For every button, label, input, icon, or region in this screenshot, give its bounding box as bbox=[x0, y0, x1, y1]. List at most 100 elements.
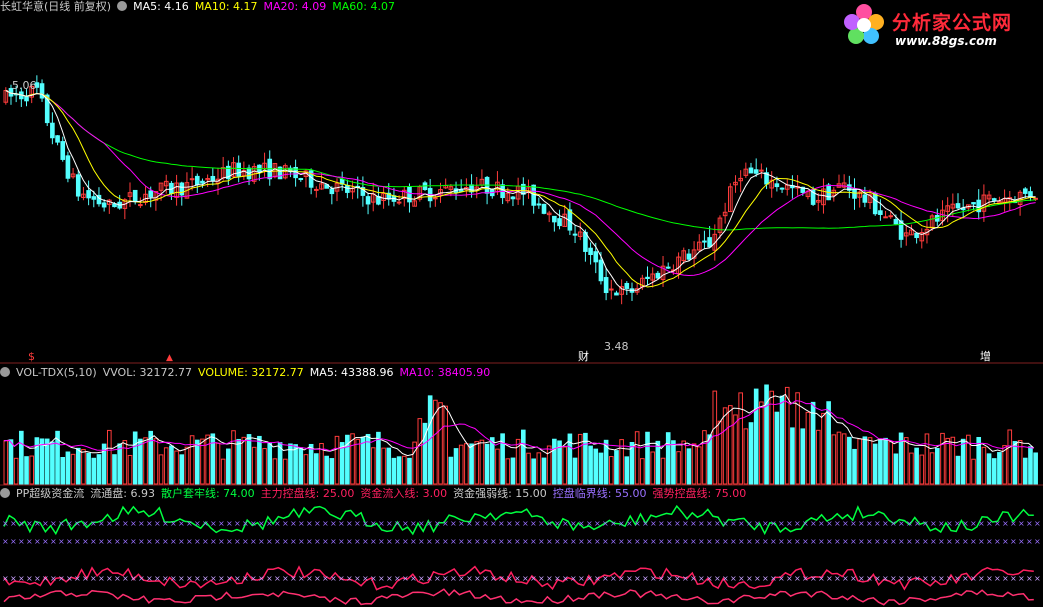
event-s-marker[interactable]: $ bbox=[28, 350, 35, 363]
threshold-mark: × bbox=[834, 574, 841, 583]
threshold-mark: × bbox=[394, 574, 401, 583]
threshold-mark: × bbox=[290, 574, 297, 583]
candle bbox=[163, 180, 169, 187]
threshold-mark: × bbox=[754, 537, 761, 546]
volume-bar bbox=[541, 457, 547, 485]
candle bbox=[945, 205, 950, 212]
threshold-mark: × bbox=[818, 519, 825, 528]
gear-icon[interactable] bbox=[117, 1, 128, 11]
volume-bar bbox=[396, 456, 402, 485]
threshold-mark: × bbox=[914, 537, 921, 546]
candle bbox=[924, 228, 930, 236]
threshold-mark: × bbox=[490, 519, 497, 528]
threshold-mark: × bbox=[66, 519, 73, 528]
vvol-value: VVOL: 32172.77 bbox=[102, 366, 193, 379]
volume-bar bbox=[215, 442, 221, 485]
inflow-value: 资金流入线: 3.00 bbox=[360, 487, 448, 500]
threshold-mark: × bbox=[634, 519, 641, 528]
threshold-mark: × bbox=[178, 519, 185, 528]
threshold-mark: × bbox=[290, 537, 297, 546]
threshold-mark: × bbox=[354, 574, 361, 583]
candle bbox=[329, 188, 335, 195]
threshold-mark: × bbox=[474, 519, 481, 528]
candle bbox=[769, 179, 775, 189]
threshold-mark: × bbox=[210, 519, 217, 528]
candle bbox=[867, 194, 873, 204]
volume-bar bbox=[552, 438, 557, 485]
threshold-mark: × bbox=[866, 574, 873, 583]
volume-bar bbox=[955, 455, 961, 485]
threshold-mark: × bbox=[938, 519, 945, 528]
main-control-line bbox=[3, 565, 1034, 591]
candle bbox=[396, 201, 402, 204]
threshold-mark: × bbox=[682, 537, 689, 546]
volume-bar bbox=[945, 437, 950, 485]
volume-bar bbox=[143, 437, 148, 485]
volume-bar bbox=[376, 431, 381, 485]
candle bbox=[759, 169, 764, 172]
threshold-mark: × bbox=[1002, 537, 1009, 546]
threshold-mark: × bbox=[458, 537, 465, 546]
candle bbox=[950, 203, 956, 209]
event-zeng-marker[interactable]: 增 bbox=[980, 349, 991, 363]
threshold-mark: × bbox=[450, 574, 457, 583]
threshold-mark: × bbox=[658, 519, 665, 528]
threshold-mark: × bbox=[90, 519, 97, 528]
volume-bar bbox=[510, 457, 516, 485]
threshold-mark: × bbox=[346, 519, 353, 528]
threshold-mark: × bbox=[106, 519, 113, 528]
gear-icon[interactable] bbox=[0, 488, 10, 498]
candle bbox=[138, 204, 143, 207]
threshold-mark: × bbox=[42, 519, 49, 528]
volume-bar bbox=[355, 438, 361, 485]
threshold-mark: × bbox=[346, 574, 353, 583]
volume-bar bbox=[536, 452, 542, 485]
threshold-mark: × bbox=[234, 537, 241, 546]
threshold-mark: × bbox=[162, 537, 169, 546]
threshold-mark: × bbox=[434, 574, 441, 583]
volume-bar bbox=[919, 454, 925, 485]
volume-bar bbox=[935, 447, 940, 485]
volume-bar bbox=[205, 434, 210, 485]
volume-bar bbox=[179, 454, 185, 485]
volume-bar bbox=[629, 441, 635, 485]
threshold-mark: × bbox=[298, 519, 305, 528]
gear-icon[interactable] bbox=[0, 367, 10, 377]
threshold-mark: × bbox=[946, 537, 953, 546]
event-cai-marker[interactable]: 财 bbox=[578, 349, 589, 363]
volume-bar bbox=[293, 444, 298, 485]
critical-value: 控盘临界线: 55.00 bbox=[552, 487, 647, 500]
threshold-mark: × bbox=[858, 537, 865, 546]
threshold-mark: × bbox=[18, 574, 25, 583]
volume-bar bbox=[577, 433, 583, 485]
threshold-mark: × bbox=[522, 574, 529, 583]
threshold-mark: × bbox=[58, 574, 65, 583]
threshold-mark: × bbox=[554, 537, 561, 546]
volume-bar bbox=[546, 445, 552, 485]
volume-bar bbox=[169, 445, 174, 485]
candle bbox=[660, 265, 666, 280]
threshold-mark: × bbox=[442, 574, 449, 583]
threshold-mark: × bbox=[738, 574, 745, 583]
threshold-mark: × bbox=[882, 519, 889, 528]
volume-bar bbox=[3, 440, 9, 485]
candle bbox=[815, 199, 821, 203]
candle bbox=[852, 188, 857, 199]
event-up-marker[interactable]: ▲ bbox=[166, 353, 173, 363]
volume-bar bbox=[759, 401, 764, 485]
candle bbox=[572, 233, 578, 236]
threshold-mark: × bbox=[298, 574, 305, 583]
threshold-mark: × bbox=[778, 537, 785, 546]
candle bbox=[872, 192, 878, 215]
threshold-mark: × bbox=[386, 519, 393, 528]
threshold-mark: × bbox=[82, 574, 89, 583]
threshold-mark: × bbox=[810, 537, 817, 546]
threshold-mark: × bbox=[666, 537, 673, 546]
threshold-mark: × bbox=[802, 574, 809, 583]
threshold-mark: × bbox=[378, 519, 385, 528]
threshold-mark: × bbox=[994, 574, 1001, 583]
candle bbox=[29, 85, 34, 98]
volume-bar bbox=[401, 455, 407, 485]
threshold-mark: × bbox=[322, 574, 329, 583]
